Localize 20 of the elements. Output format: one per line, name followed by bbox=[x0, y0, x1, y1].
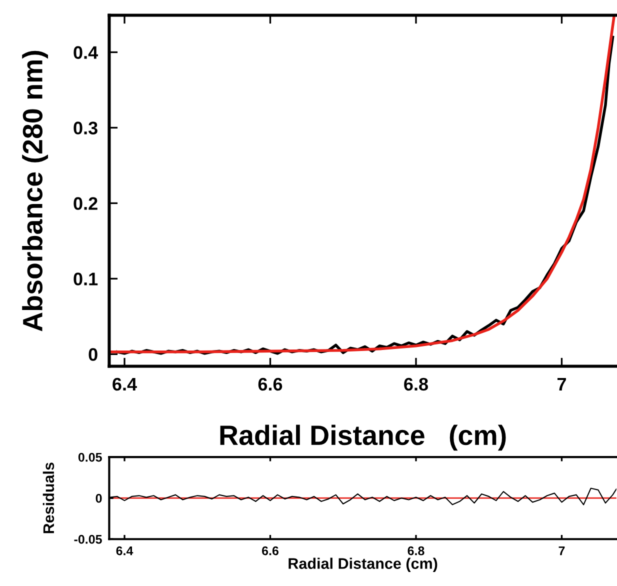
y-tick-label: 0.3 bbox=[74, 122, 98, 134]
x-tick-label: 6.8 bbox=[404, 378, 428, 391]
y-tick-label: 0.05 bbox=[78, 452, 102, 462]
x-tick-label: 6.4 bbox=[112, 378, 137, 391]
y-tick-label: 0.4 bbox=[74, 46, 98, 59]
y-axis-title: Residuals bbox=[42, 462, 54, 534]
x-axis-title: Radial Distance (cm) bbox=[220, 424, 506, 451]
x-tick-label: 7 bbox=[557, 378, 566, 390]
x-tick-label: 6.6 bbox=[262, 546, 278, 556]
y-tick-label: 0 bbox=[96, 494, 102, 503]
y-tick-label: 0.2 bbox=[74, 197, 98, 210]
y-tick-label: -0.05 bbox=[74, 534, 102, 544]
y-tick-label: 0 bbox=[88, 348, 98, 361]
x-tick-label: 6.8 bbox=[408, 546, 424, 556]
y-tick-label: 0.1 bbox=[74, 272, 98, 286]
x-axis-title: Radial Distance (cm) bbox=[288, 558, 438, 572]
x-tick-label: 6.6 bbox=[258, 378, 282, 391]
y-axis-title: Absorbance (280 nm) bbox=[22, 50, 48, 332]
x-tick-label: 7 bbox=[558, 546, 565, 556]
x-tick-label: 6.4 bbox=[116, 546, 134, 556]
